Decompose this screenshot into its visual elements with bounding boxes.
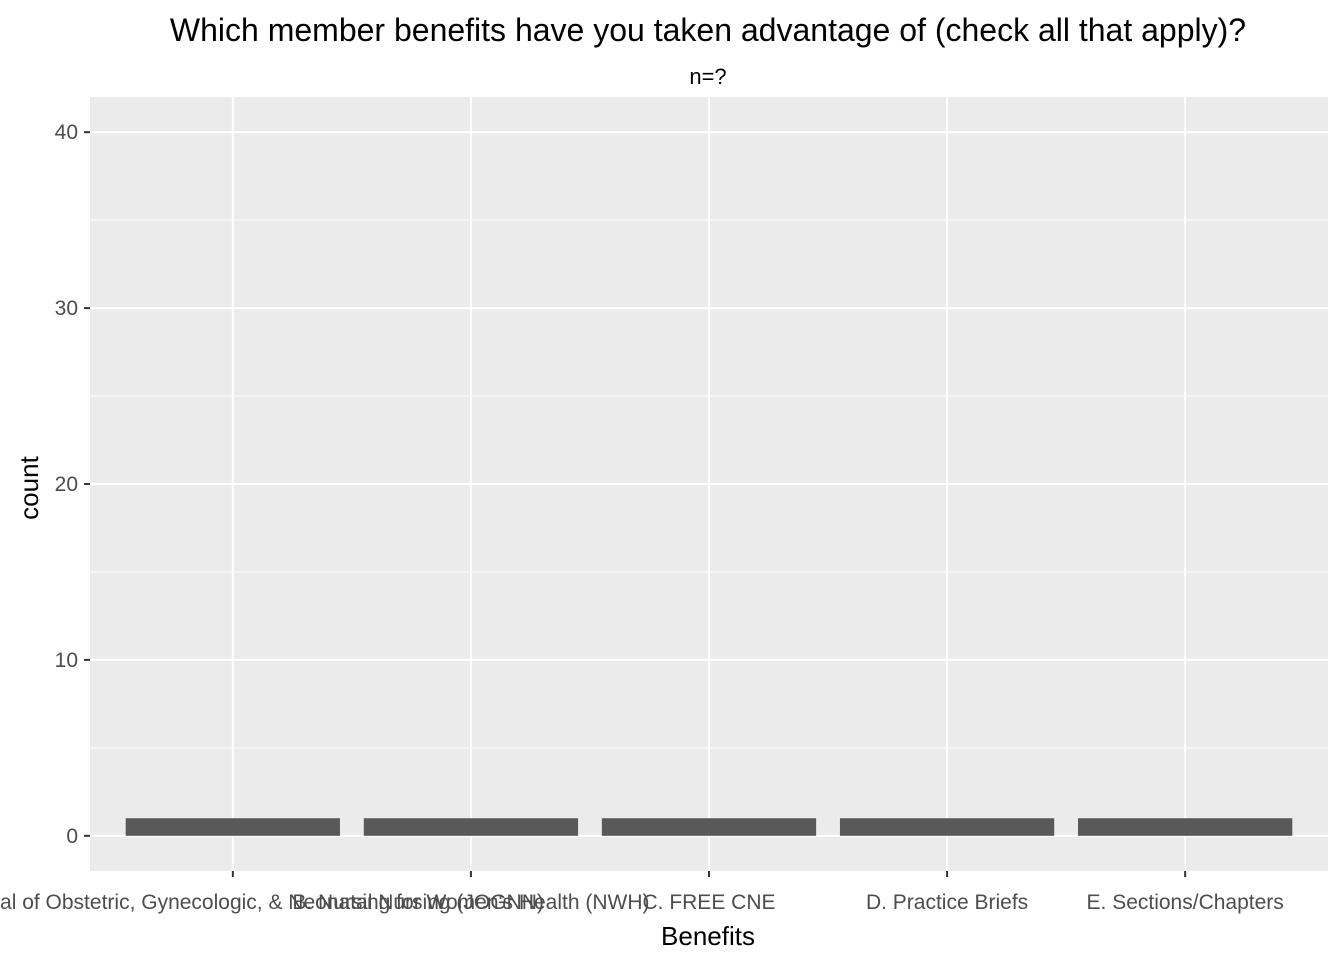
bar [363,818,579,836]
x-axis: A. Journal of Obstetric, Gynecologic, & … [0,871,1284,914]
chart-subtitle: n=? [689,64,726,89]
x-tick-label: B. Nursing for Women's Health (NWH) [292,891,649,914]
gridlines [90,97,1328,871]
y-tick-label: 40 [55,121,78,144]
x-tick-label: E. Sections/Chapters [1087,891,1284,914]
y-axis: 0 10 20 30 40 [55,121,90,848]
bar [601,818,817,836]
y-tick-label: 0 [66,825,78,848]
bar [1078,818,1293,836]
bar [125,818,340,836]
y-tick-label: 20 [55,473,78,496]
chart-title: Which member benefits have you taken adv… [170,12,1246,48]
y-tick-label: 30 [55,297,78,320]
x-axis-title: Benefits [661,921,755,951]
y-tick-label: 10 [55,649,78,672]
bars [125,818,1293,836]
x-tick-label: D. Practice Briefs [866,891,1028,914]
bar [839,818,1055,836]
x-tick-label: C. FREE CNE [642,891,775,914]
y-axis-title: count [14,455,44,519]
x-tick-label: A. Journal of Obstetric, Gynecologic, & … [0,891,544,914]
